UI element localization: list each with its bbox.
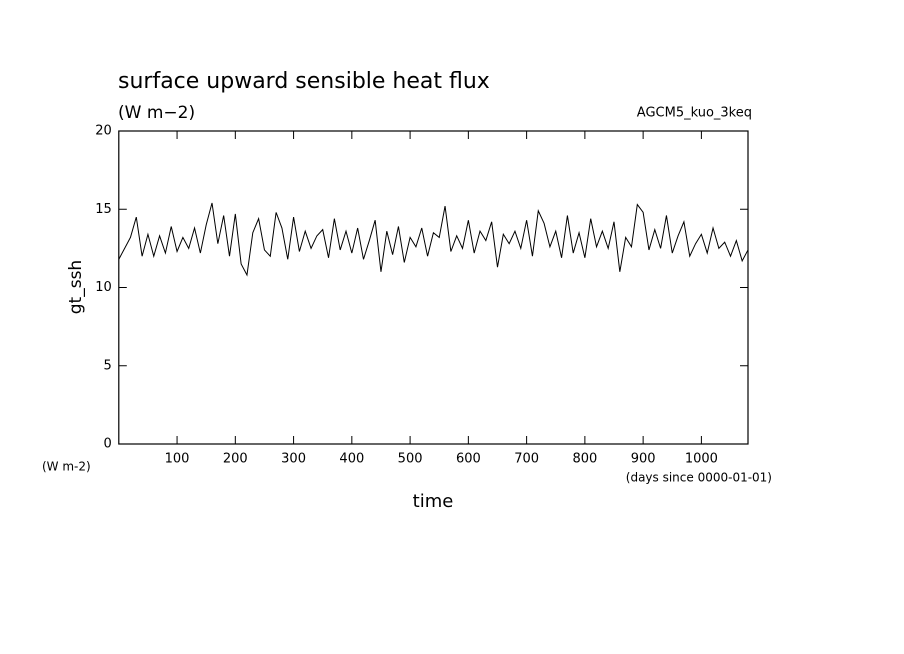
annotation: AGCM5_kuo_3keq	[637, 106, 752, 121]
x-tick-label: 400	[339, 452, 364, 467]
x-tick-label: 800	[572, 452, 597, 467]
y-tick-label: 5	[104, 358, 112, 373]
x-tick-label: 100	[165, 452, 190, 467]
plot-frame	[118, 130, 749, 445]
y-tick-label: 15	[95, 202, 112, 217]
y-unit: (W m-2)	[42, 460, 91, 474]
x-tick-label: 1000	[685, 452, 718, 467]
y-tick-label: 20	[95, 124, 112, 139]
x-tick-label: 600	[456, 452, 481, 467]
chart-subtitle: (W m−2)	[118, 103, 195, 123]
data-line	[118, 202, 749, 277]
y-tick-label: 0	[104, 437, 112, 452]
x-tick-label: 900	[631, 452, 656, 467]
x-tick-label: 500	[398, 452, 423, 467]
x-tick-label: 200	[223, 452, 248, 467]
x-tick-label: 300	[281, 452, 306, 467]
x-tick-label: 700	[514, 452, 539, 467]
chart-title: surface upward sensible heat flux	[118, 69, 490, 94]
x-unit: (days since 0000-01-01)	[626, 471, 772, 485]
x-axis-label: time	[413, 491, 454, 512]
y-tick-label: 10	[95, 280, 112, 295]
y-axis-label: gt_ssh	[66, 260, 86, 314]
